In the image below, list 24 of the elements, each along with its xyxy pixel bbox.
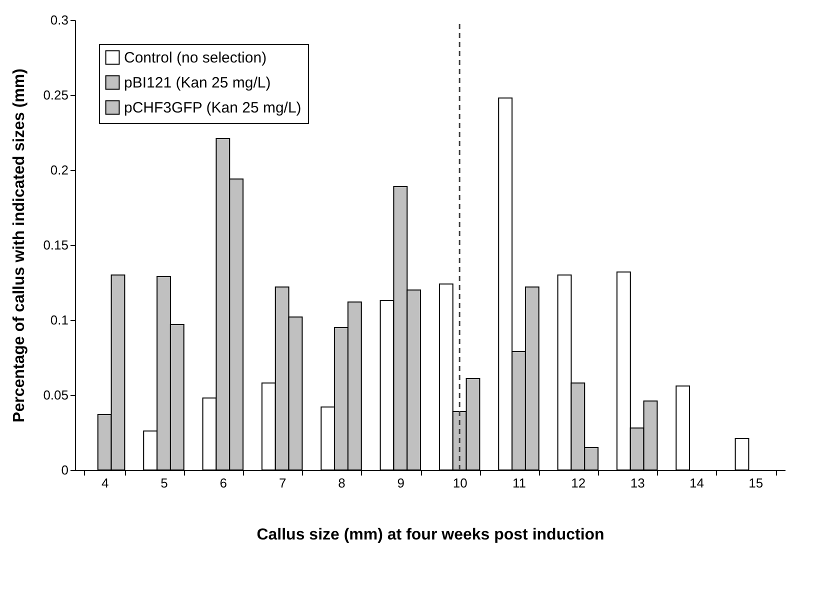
y-tick-label: 0 [61,462,68,478]
x-tick-label: 5 [160,476,168,490]
y-tick-label: 0.25 [43,88,68,102]
legend-label: pBI121 (Kan 25 mg/L) [124,74,271,92]
x-tick-label: 9 [397,476,405,490]
legend-label: Control (no selection) [124,50,267,66]
x-tick-label: 15 [748,476,764,490]
x-tick-label: 12 [571,476,586,490]
x-axis-title: Callus size (mm) at four weeks post induction [256,526,604,544]
y-tick-label: 0.2 [50,162,68,178]
x-tick-label: 7 [278,476,286,490]
x-tick-label: 4 [101,476,109,490]
x-tick-label: 10 [452,476,468,490]
x-tick-label: 11 [512,476,526,490]
y-tick-label: 0.15 [43,238,68,252]
x-tick-label: 6 [220,476,228,490]
y-tick-label: 0.3 [50,12,68,28]
legend-label: pCHF3GFP (Kan 25 mg/L) [124,100,302,116]
x-tick-label: 8 [338,476,346,490]
y-axis-title: Percentage of callus with indicated sizes (mm) [11,68,28,422]
y-tick-label: 0.05 [43,388,68,402]
x-tick-label: 13 [630,476,645,490]
x-tick-label: 14 [690,476,704,490]
y-tick-label: 0.1 [50,312,68,328]
